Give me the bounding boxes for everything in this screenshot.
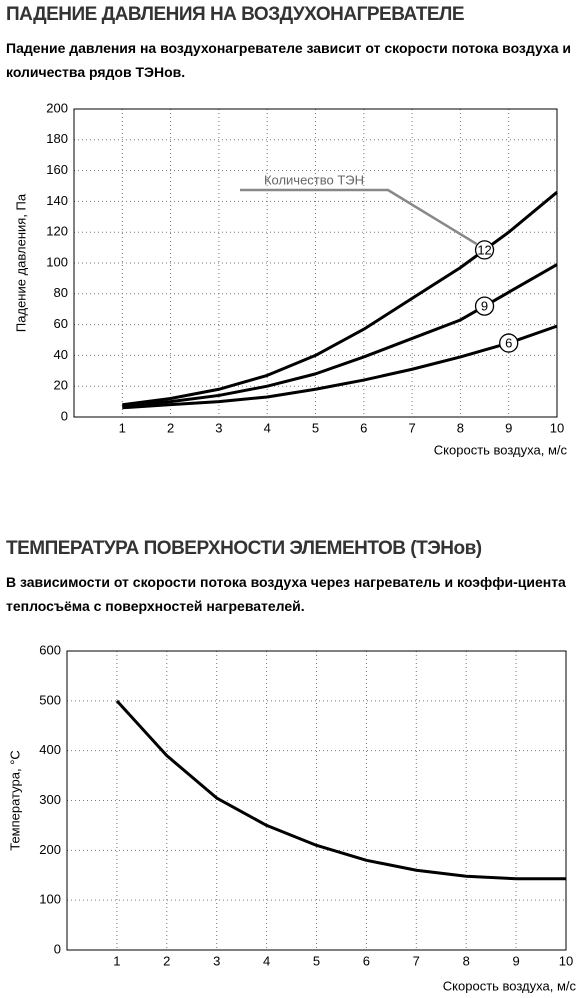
chart-title: ТЕМПЕРАТУРА ПОВЕРХНОСТИ ЭЛЕМЕНТОВ (ТЭНов… (6, 538, 482, 559)
legend-label: 9 (481, 299, 488, 314)
y-tick-label: 180 (46, 131, 68, 146)
plot-frame (66, 650, 567, 951)
y-tick-label: 160 (46, 162, 68, 177)
y-tick-label: 200 (46, 100, 68, 115)
x-tick-label: 2 (167, 420, 174, 435)
x-tick-label: 9 (505, 420, 512, 435)
y-tick-label: 100 (46, 254, 68, 269)
x-tick-label: 4 (264, 420, 271, 435)
chart-title: ПАДЕНИЕ ДАВЛЕНИЯ НА ВОЗДУХОНАГРЕВАТЕЛЕ (6, 4, 465, 25)
chart-subtitle: В зависимости от скорости потока воздуха… (6, 574, 566, 614)
legend-label: 6 (505, 336, 512, 351)
series-marker (474, 240, 495, 260)
y-tick-label: 500 (39, 692, 61, 707)
x-tick-label: 10 (550, 420, 564, 435)
y-tick-label: 600 (39, 642, 61, 657)
x-tick-label: 7 (408, 420, 415, 435)
y-axis-label: Падение давления, Па (13, 193, 28, 332)
x-tick-label: 3 (215, 420, 222, 435)
x-tick-label: 6 (360, 420, 367, 435)
x-tick-label: 10 (559, 953, 573, 968)
y-tick-label: 0 (61, 408, 68, 423)
x-tick-label: 6 (363, 953, 370, 968)
series-marker (474, 296, 495, 316)
y-tick-label: 40 (54, 347, 68, 362)
y-tick-label: 200 (39, 842, 61, 857)
x-tick-label: 5 (312, 420, 319, 435)
annotation: Количество ТЭН (264, 172, 364, 187)
x-tick-label: 2 (163, 953, 170, 968)
x-tick-label: 1 (119, 420, 126, 435)
x-axis-label: Скорость воздуха, м/с (434, 442, 568, 457)
y-axis-label: Температура, °С (7, 750, 22, 851)
legend-label: 12 (477, 242, 491, 257)
x-tick-label: 8 (457, 420, 464, 435)
y-tick-label: 80 (54, 285, 68, 300)
chart-subtitle: Падение давления на воздухонагревателе з… (6, 40, 571, 80)
x-tick-label: 5 (313, 953, 320, 968)
x-axis-label: Скорость воздуха, м/с (443, 978, 577, 993)
plot-frame (73, 108, 558, 418)
series-line (115, 699, 566, 881)
series-line (122, 191, 558, 407)
x-tick-label: 4 (263, 953, 270, 968)
series-marker (499, 333, 519, 353)
x-tick-label: 1 (113, 953, 120, 968)
series-line (122, 324, 558, 410)
x-tick-label: 9 (512, 953, 519, 968)
y-tick-label: 20 (54, 378, 68, 393)
y-tick-label: 60 (54, 316, 68, 331)
y-tick-label: 100 (39, 892, 61, 907)
x-tick-label: 8 (463, 953, 470, 968)
y-tick-label: 120 (46, 224, 68, 239)
y-tick-label: 300 (39, 792, 61, 807)
y-tick-label: 400 (39, 742, 61, 757)
x-tick-label: 3 (213, 953, 220, 968)
x-tick-label: 7 (413, 953, 420, 968)
y-tick-label: 140 (46, 193, 68, 208)
annotation-leader (240, 188, 478, 245)
y-tick-label: 0 (54, 941, 61, 956)
